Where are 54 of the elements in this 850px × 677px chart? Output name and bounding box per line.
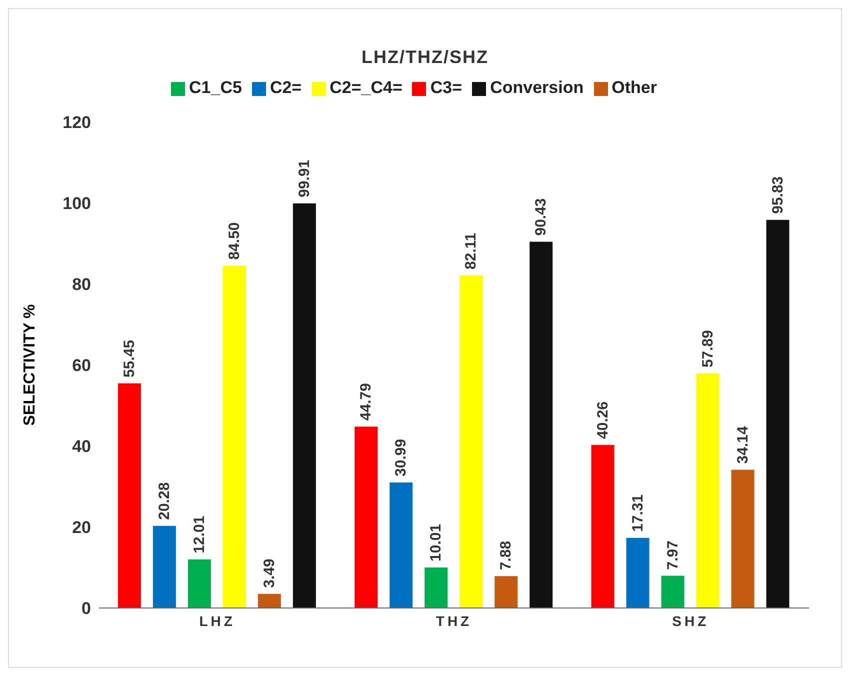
bar [390,482,413,608]
legend-label: Other [612,78,657,97]
bar [354,426,378,608]
bar [766,220,790,608]
y-tick-label: 100 [62,194,91,214]
legend-label: Conversion [490,78,584,97]
chart-title: LHZ/THZ/SHZ [360,46,490,68]
legend-label: C2=_C4= [330,78,402,97]
bar [494,576,518,608]
legend-label: C1_C5 [189,78,242,97]
bar [696,374,720,608]
data-label: 7.97 [664,540,682,570]
data-label: 30.99 [392,438,410,476]
data-label: 99.91 [296,160,313,198]
y-tick-label: 40 [72,437,91,456]
bar [258,594,281,608]
data-label: 3.49 [260,558,278,588]
data-label: 95.83 [769,176,786,214]
bar [591,444,614,608]
y-tick-label: 20 [72,518,91,538]
bar [530,242,553,608]
data-label: 57.89 [699,330,716,368]
bar [222,266,246,608]
data-label: 10.01 [428,524,445,562]
bar [424,567,448,608]
y-tick-label: 0 [82,599,91,618]
data-label: 55.45 [120,340,138,378]
y-tick-label: 80 [72,275,91,294]
data-label: 90.43 [532,198,550,236]
y-tick-label: 120 [62,113,91,132]
bar [152,526,176,608]
bar [626,538,650,608]
data-label: 12.01 [190,516,208,554]
bar [731,470,754,608]
legend-label: C3= [430,78,462,97]
legend-label: C2= [270,78,302,97]
data-label: 44.79 [358,383,375,421]
bar [661,576,684,608]
data-label: 84.50 [226,222,243,260]
y-axis-title: SELECTIVITY % [22,304,39,426]
data-label: 82.11 [462,232,480,270]
bar [292,203,316,608]
data-label: 17.31 [629,494,646,532]
y-tick-label: 60 [72,356,91,376]
bar [188,559,211,608]
x-tick-label: SHZ [672,612,710,629]
data-label: 20.28 [156,482,173,520]
data-label: 34.14 [734,426,752,464]
bar [118,383,141,608]
x-tick-label: THZ [436,612,472,629]
x-tick-label: LHZ [199,612,236,629]
data-label: 7.88 [498,540,515,570]
bar [460,275,483,608]
data-label: 40.26 [594,401,612,439]
